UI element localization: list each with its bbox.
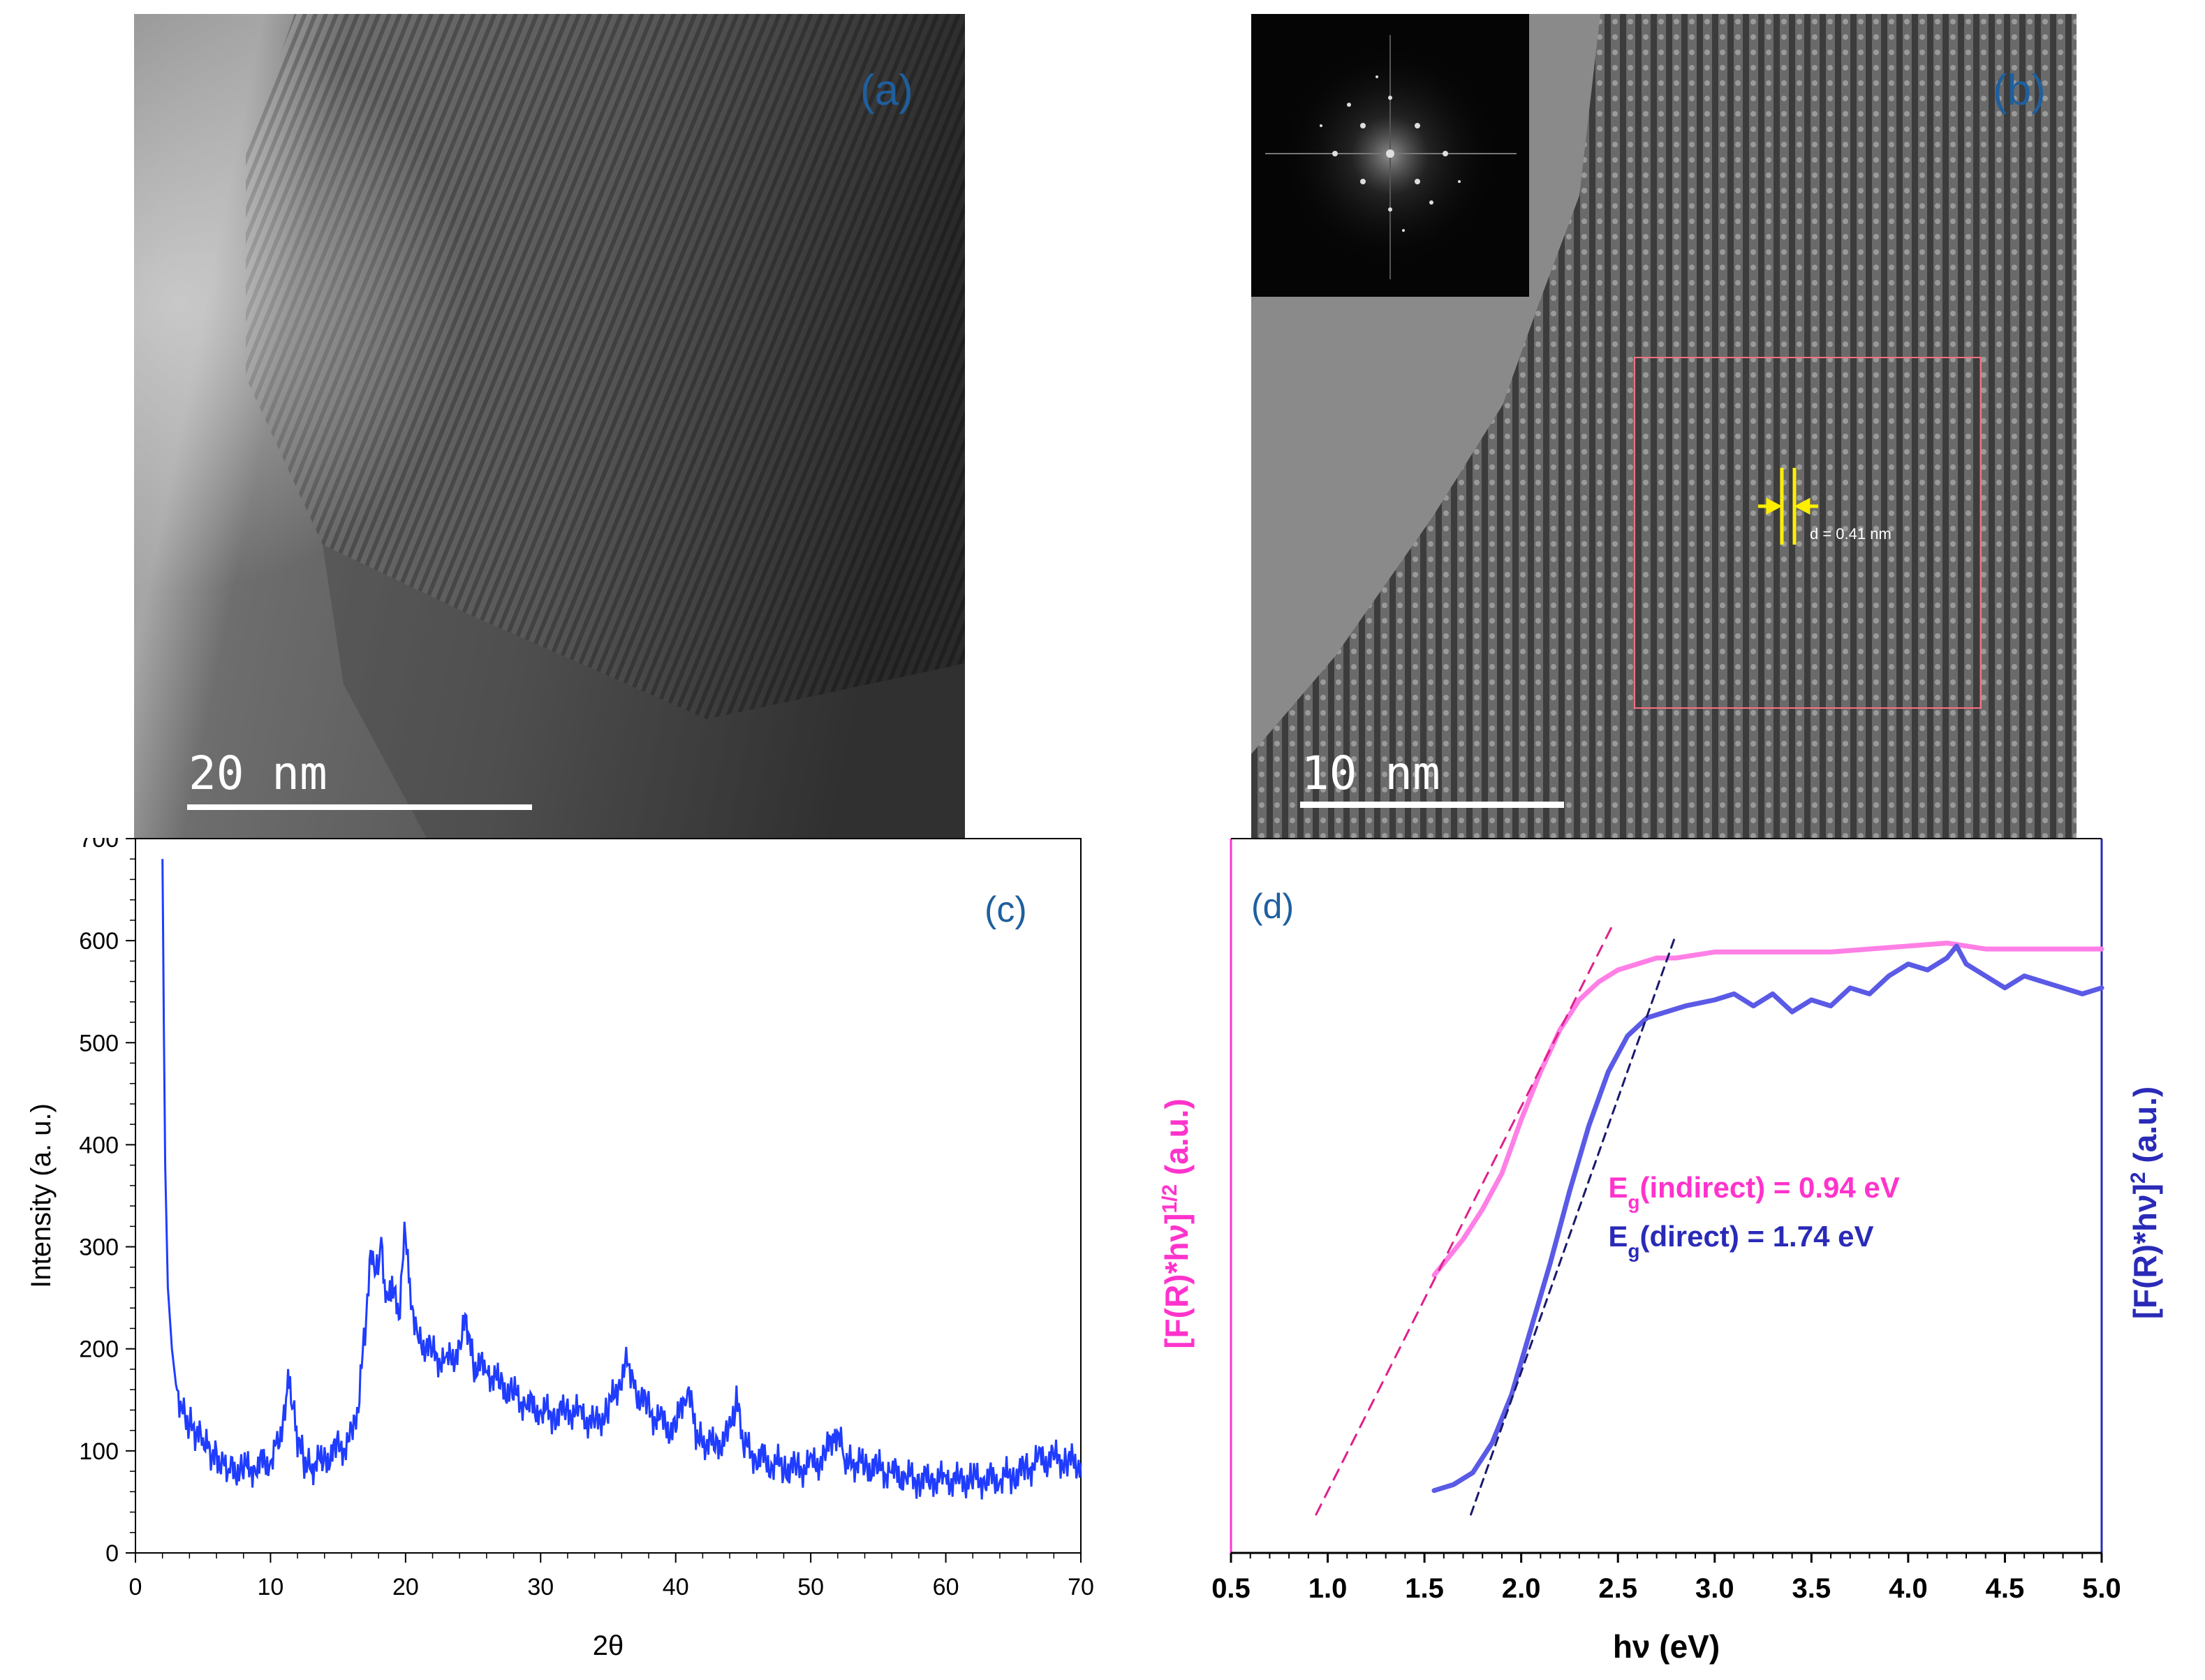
y-tick-label: 400 <box>79 1132 119 1158</box>
x-tick-label: 50 <box>797 1574 824 1600</box>
y-tick-label: 100 <box>79 1438 119 1465</box>
d-spacing-label: d = 0.41 nm <box>1810 525 1891 543</box>
scale-bar-a <box>187 804 532 810</box>
x-tick-label: 3.0 <box>1695 1573 1734 1604</box>
x-tick-label: 4.0 <box>1889 1573 1928 1604</box>
x-tick-label: 40 <box>663 1574 689 1600</box>
panel-label-a: (a) <box>860 66 913 115</box>
x-tick-label: 2.5 <box>1598 1573 1637 1604</box>
x-axis-label: 2θ <box>593 1630 624 1661</box>
x-tick-label: 0.5 <box>1211 1573 1251 1604</box>
panel-c: 0 10 20 30 40 50 60 70 0 100 200 300 400 500 600 700 2θ… <box>0 826 1103 1677</box>
x-tick-label: 5.0 <box>2082 1573 2121 1604</box>
x-tick-label: 30 <box>527 1574 554 1600</box>
y-tick-label: 0 <box>105 1540 119 1567</box>
y-tick-label: 600 <box>79 928 119 955</box>
x-tick-label: 10 <box>258 1574 284 1600</box>
x-tick-label: 70 <box>1068 1574 1094 1600</box>
x-tick-label: 60 <box>933 1574 959 1600</box>
left-y-axis-label: [F(R)*hν]1/2 (a.u.) <box>1158 1098 1195 1349</box>
xrd-series-line <box>161 859 1082 1500</box>
x-tick-label: 1.5 <box>1405 1573 1444 1604</box>
y-tick-label: 200 <box>79 1336 119 1363</box>
panel-a: (a) 20 nm <box>134 14 965 839</box>
tem-image-a: (a) 20 nm <box>134 14 965 839</box>
right-y-axis-label: [F(R)*hν]2 (a.u.) <box>2127 1086 2164 1320</box>
plot-frame <box>135 838 1082 1554</box>
series-indirect-fit <box>1315 921 1616 1516</box>
tauc-chart: 0.5 1.0 1.5 2.0 2.5 3.0 3.5 4.0 4.5 5.0 hν (eV) [… <box>1158 838 2164 1665</box>
x-tick-label: 20 <box>392 1574 419 1600</box>
panel-b: d = 0.41 nm (b) 10 nm <box>1251 14 2077 839</box>
series-direct-fit <box>1470 933 1677 1516</box>
y-axis-label: Intensity (a. u.) <box>26 1103 57 1288</box>
tem-image-b: d = 0.41 nm (b) 10 nm <box>1251 14 2077 839</box>
y-tick-label: 500 <box>79 1030 119 1056</box>
x-tick-label: 3.5 <box>1792 1573 1831 1604</box>
x-tick-label: 1.0 <box>1308 1573 1348 1604</box>
d-spacing-marker <box>1758 468 1818 545</box>
y-tick-label: 700 <box>79 838 119 853</box>
panel-d: 0.5 1.0 1.5 2.0 2.5 3.0 3.5 4.0 4.5 5.0 hν (eV) [… <box>1103 838 2205 1677</box>
selected-area-box <box>1634 357 1982 709</box>
panel-label-b: (b) <box>1993 66 2046 115</box>
panel-label-c: (c) <box>984 890 1027 930</box>
x-tick-label: 4.5 <box>1986 1573 2025 1604</box>
panel-label-d: (d) <box>1251 887 1294 926</box>
x-tick-label: 2.0 <box>1502 1573 1541 1604</box>
bandgap-direct-label: Eg(direct) = 1.74 eV <box>1608 1220 1873 1262</box>
x-axis-label: hν (eV) <box>1613 1628 1720 1665</box>
x-tick-label: 0 <box>129 1574 142 1600</box>
scale-bar-label-a: 20 nm <box>189 746 327 800</box>
y-tick-label: 300 <box>79 1235 119 1261</box>
series-indirect <box>1431 941 2104 1278</box>
series-direct <box>1431 943 2104 1494</box>
bandgap-indirect-label: Eg(indirect) = 0.94 eV <box>1608 1171 1899 1213</box>
scale-bar-label-b: 10 nm <box>1301 746 1440 800</box>
scale-bar-b <box>1300 802 1564 808</box>
